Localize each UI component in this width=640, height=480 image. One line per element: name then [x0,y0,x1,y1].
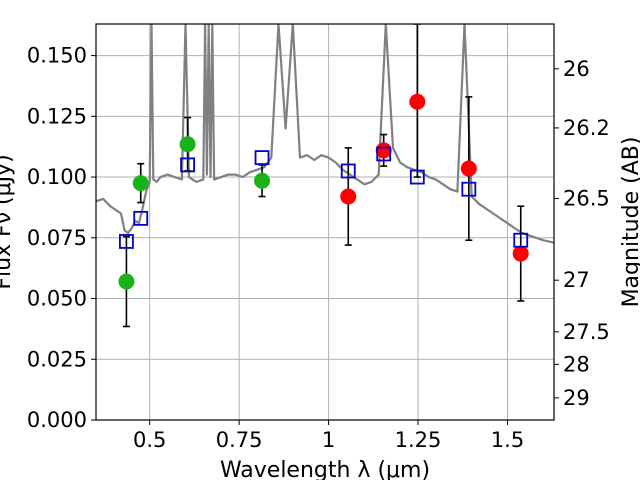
red-data-point [512,245,529,262]
x-tick-label: 1.5 [491,428,524,452]
model-square-point [180,157,196,173]
x-tick-label: 0.5 [133,428,166,452]
y-axis-right-label: Magnitude (AB) [619,137,640,308]
spectrum-layer [96,24,554,244]
x-tick-label: 1 [322,428,335,452]
model-square-point [461,181,477,197]
red-data-point [460,160,477,177]
y-tick-label: 0.050 [27,287,87,311]
model-square-point [254,150,270,166]
red-data-point [409,93,426,110]
mag-tick-label: 28 [563,352,590,376]
mag-tick-label: 27.5 [563,320,610,344]
model-square-point [133,210,149,226]
model-square-point [119,234,134,249]
model-square-point [340,163,356,179]
x-axis-label: Wavelength λ (μm) [220,458,430,480]
y-tick-label: 0.000 [27,408,87,432]
x-tick-label: 1.25 [395,428,442,452]
grid-layer [96,24,554,421]
mag-tick-label: 27 [563,268,590,292]
model-square-point [513,232,529,248]
spectrum-line [96,24,554,244]
mag-tick-label: 29 [563,386,590,410]
marker-layer [118,24,529,328]
green-data-point [118,273,135,290]
red-data-point [375,142,392,159]
tick-layer: 0.5 0.75 1 1.25 1.5 0.000 0.025 0.050 0.075 0.100… [27,44,610,452]
y-tick-label: 0.125 [27,104,87,128]
green-data-point [254,172,271,189]
model-square-point [376,146,392,162]
y-tick-label: 0.025 [27,347,87,371]
plot-frame [95,23,555,421]
x-tick-label: 0.75 [216,428,263,452]
y-tick-label: 0.075 [27,226,87,250]
mag-tick-label: 26.2 [563,116,610,140]
green-data-point [132,175,149,192]
mag-tick-label: 26 [563,57,590,81]
model-square-point [409,169,425,185]
green-data-point [179,136,196,153]
mag-tick-label: 26.5 [563,186,610,210]
y-tick-label: 0.150 [27,44,87,68]
y-tick-label: 0.100 [27,165,87,189]
y-axis-label: Flux Fν (μJy) [0,154,16,289]
red-data-point [340,188,357,205]
